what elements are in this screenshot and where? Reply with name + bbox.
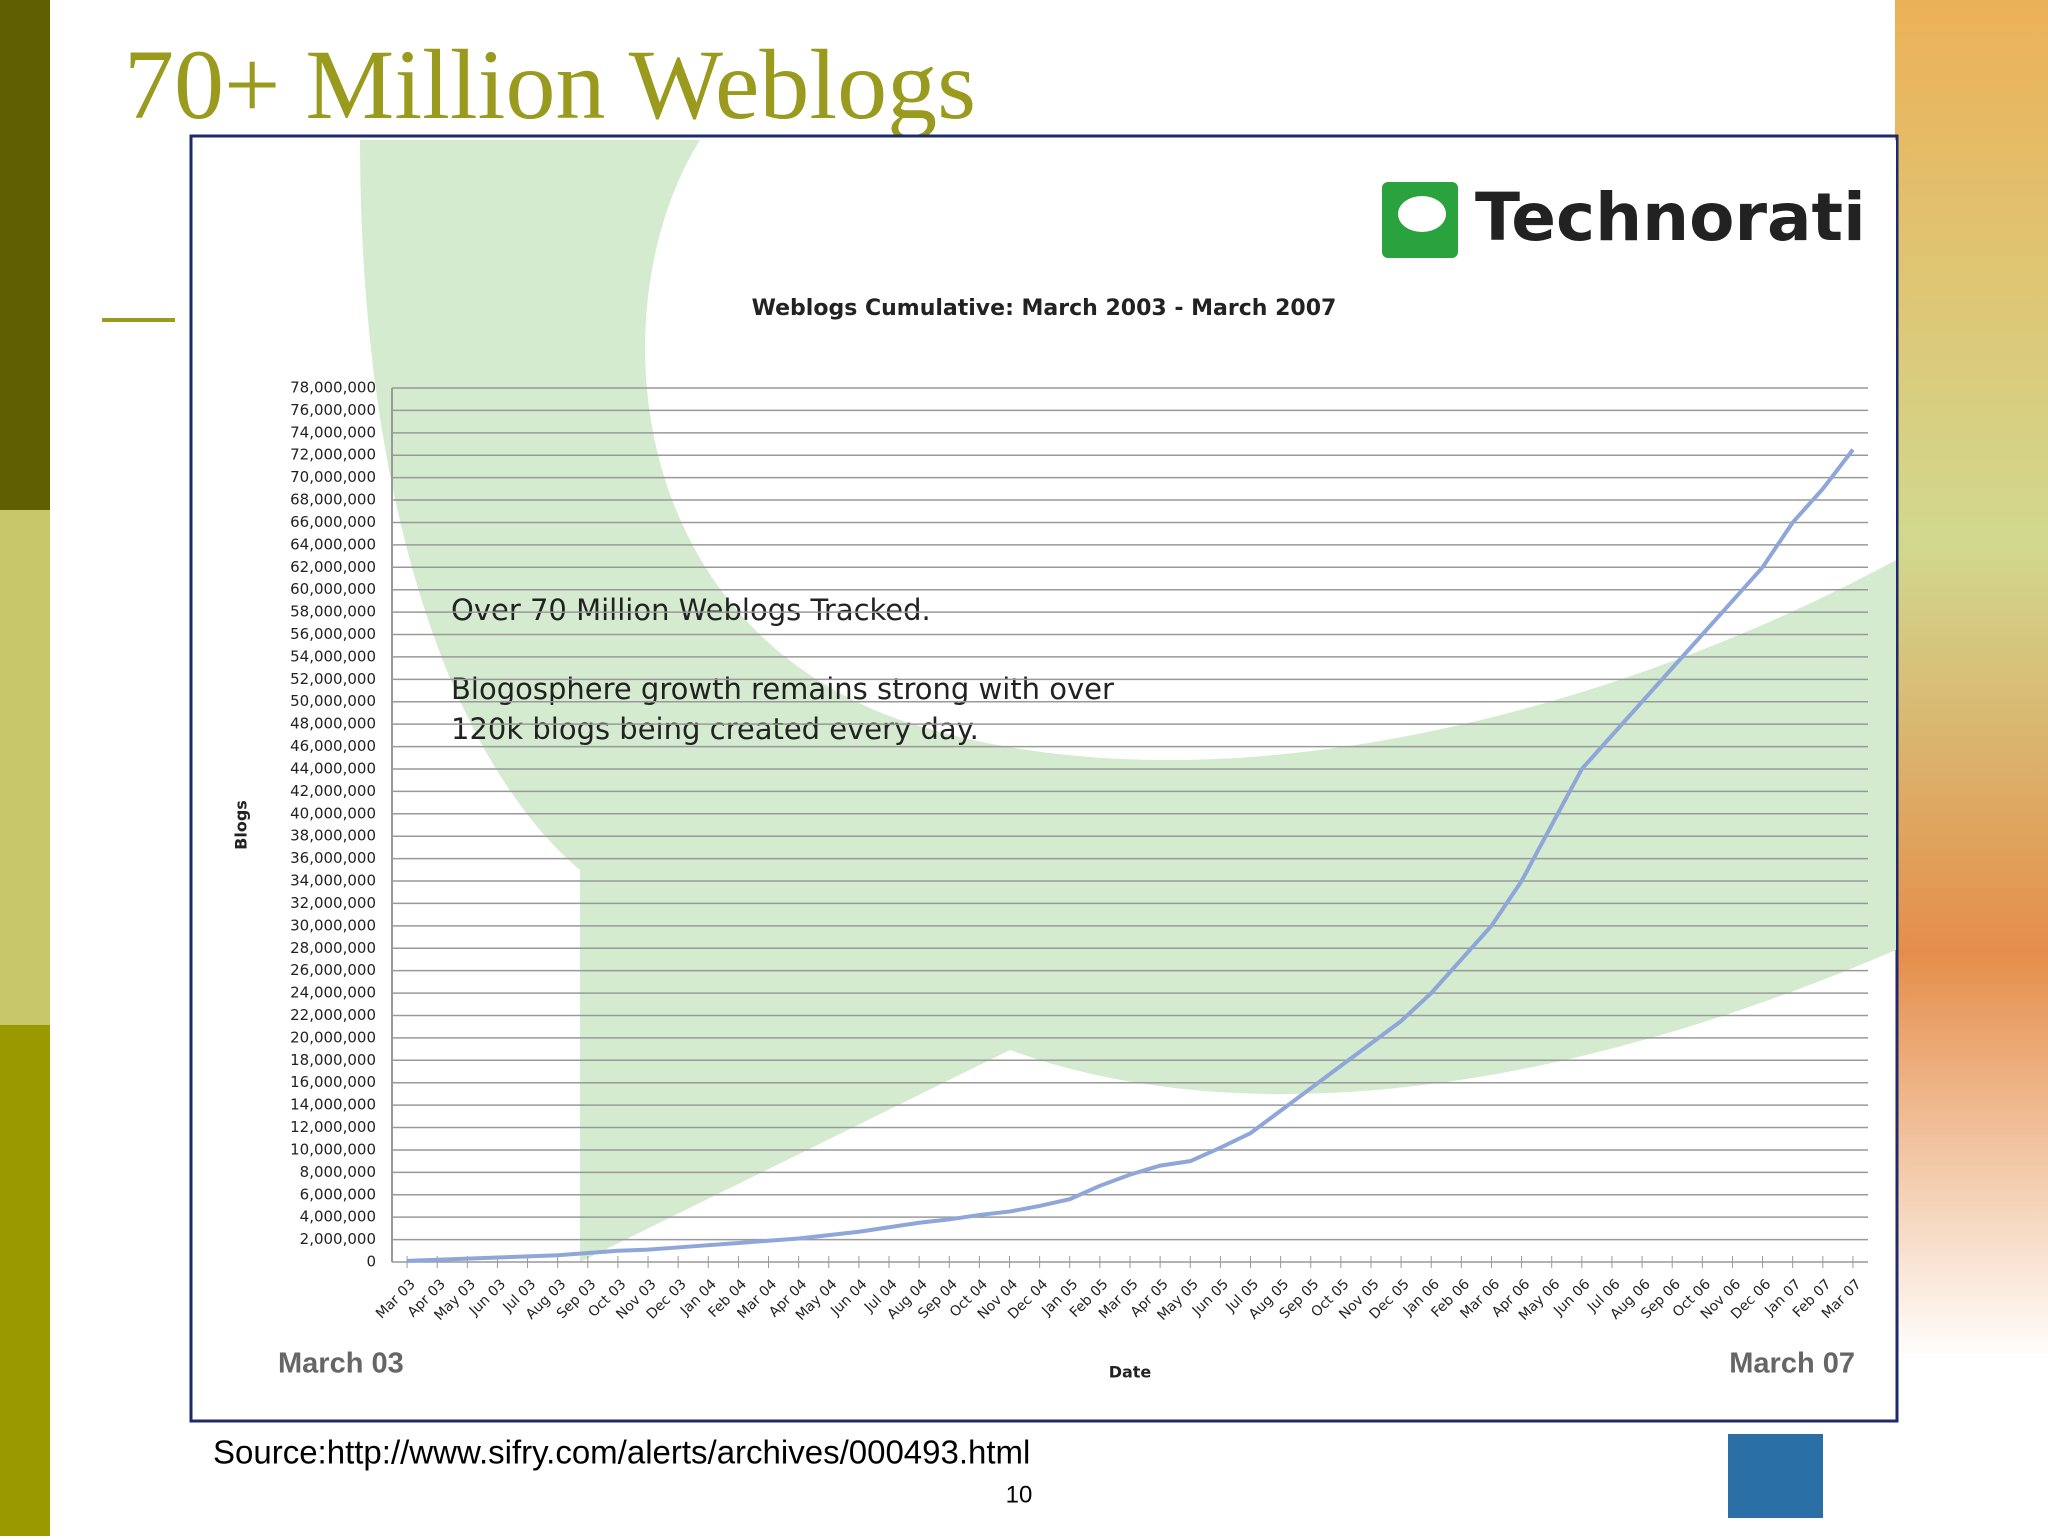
y-tick-label: 10,000,000	[290, 1140, 376, 1158]
y-tick-label: 46,000,000	[290, 737, 376, 755]
y-tick-label: 50,000,000	[290, 692, 376, 710]
page-number: 10	[1006, 1481, 1033, 1508]
y-tick-label: 36,000,000	[290, 849, 376, 867]
y-tick-label: 38,000,000	[290, 827, 376, 845]
y-tick-label: 8,000,000	[300, 1163, 376, 1181]
range-label: March 07	[1729, 1348, 1855, 1380]
y-tick-label: 54,000,000	[290, 647, 376, 665]
x-axis-label: Date	[1109, 1363, 1152, 1382]
y-tick-label: 2,000,000	[300, 1230, 376, 1248]
annotation: Blogosphere growth remains strong with o…	[451, 672, 1114, 706]
y-tick-label: 26,000,000	[290, 961, 376, 979]
y-tick-label: 62,000,000	[290, 558, 376, 576]
y-tick-label: 74,000,000	[290, 423, 376, 441]
y-tick-label: 24,000,000	[290, 984, 376, 1002]
y-tick-label: 64,000,000	[290, 535, 376, 553]
y-tick-label: 78,000,000	[290, 379, 376, 397]
y-tick-label: 12,000,000	[290, 1118, 376, 1136]
range-label: March 03	[278, 1348, 404, 1380]
floral-strip	[1895, 0, 2048, 1360]
y-tick-label: 4,000,000	[300, 1208, 376, 1226]
y-tick-label: 14,000,000	[290, 1096, 376, 1114]
data-line	[406, 448, 1855, 1263]
chart-title: Weblogs Cumulative: March 2003 - March 2…	[752, 296, 1337, 321]
y-tick-label: 76,000,000	[290, 401, 376, 419]
side-bar	[0, 1025, 50, 1536]
y-tick-label: 28,000,000	[290, 939, 376, 957]
y-tick-label: 68,000,000	[290, 491, 376, 509]
y-tick-label: 70,000,000	[290, 468, 376, 486]
footer-logo	[1728, 1434, 1823, 1518]
annotation: 120k blogs being created every day.	[451, 712, 979, 746]
annotation: Over 70 Million Weblogs Tracked.	[451, 593, 931, 627]
y-axis-label: Blogs	[232, 800, 251, 850]
y-tick-label: 52,000,000	[290, 670, 376, 688]
y-tick-label: 58,000,000	[290, 603, 376, 621]
side-bar	[0, 0, 50, 510]
y-tick-label: 22,000,000	[290, 1006, 376, 1024]
y-tick-label: 34,000,000	[290, 872, 376, 890]
y-tick-label: 66,000,000	[290, 513, 376, 531]
logo-bubble	[1398, 196, 1446, 232]
side-bar	[0, 510, 50, 1025]
y-tick-label: 44,000,000	[290, 759, 376, 777]
y-tick-label: 56,000,000	[290, 625, 376, 643]
source: Source:http://www.sifry.com/alerts/archi…	[213, 1434, 1030, 1471]
y-tick-label: 18,000,000	[290, 1051, 376, 1069]
y-tick-label: 6,000,000	[300, 1185, 376, 1203]
y-tick-label: 40,000,000	[290, 804, 376, 822]
y-tick-label: 0	[366, 1253, 376, 1271]
y-tick-label: 30,000,000	[290, 916, 376, 934]
bg-shape	[360, 140, 1896, 1262]
y-tick-label: 16,000,000	[290, 1073, 376, 1091]
y-tick-label: 42,000,000	[290, 782, 376, 800]
y-tick-label: 20,000,000	[290, 1028, 376, 1046]
slide-title: 70+ Million Weblogs	[124, 29, 976, 140]
y-tick-label: 60,000,000	[290, 580, 376, 598]
y-tick-label: 72,000,000	[290, 446, 376, 464]
y-tick-label: 48,000,000	[290, 715, 376, 733]
logo-text: Technorati	[1475, 179, 1866, 256]
y-tick-label: 32,000,000	[290, 894, 376, 912]
